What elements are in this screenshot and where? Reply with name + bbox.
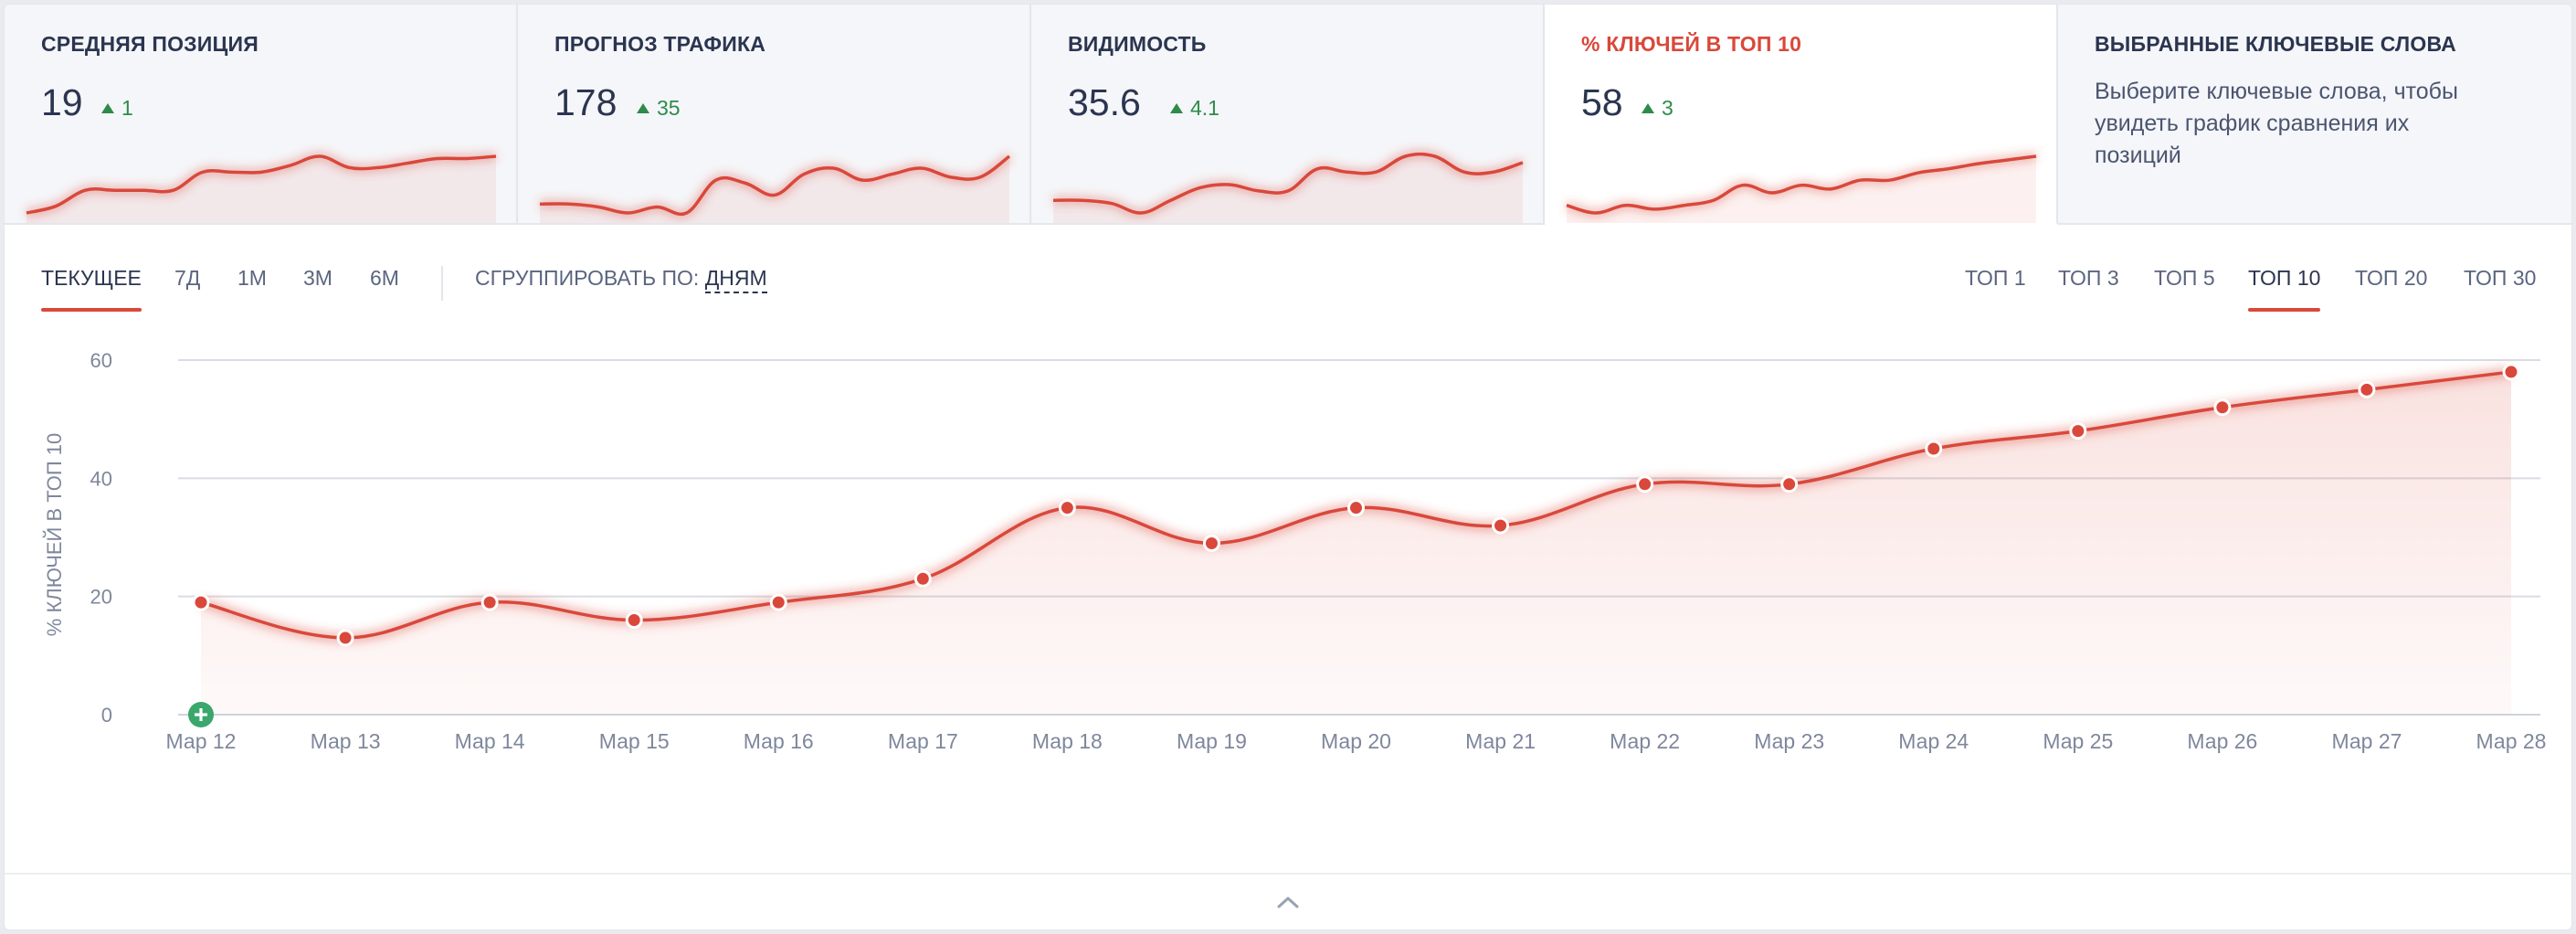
x-tick-label: Мар 21 [1465,729,1536,753]
top-1[interactable]: ТОП 1 [1965,266,2026,290]
period-7d[interactable]: 7Д [174,266,201,290]
card-traffic-forecast[interactable]: ПРОГНОЗ ТРАФИКА 178 35 [518,5,1031,225]
y-tick-label: 20 [90,586,112,609]
data-point[interactable] [1636,475,1654,494]
sparkline-area [540,156,1009,223]
toolbar-divider [441,266,443,301]
x-tick-label: Мар 16 [744,729,814,753]
sparkline-line [1052,152,1524,215]
panel-footer [5,873,2571,929]
data-point[interactable] [1347,499,1365,517]
y-tick-label: 40 [90,467,112,490]
card-title: СРЕДНЯЯ ПОЗИЦИЯ [41,32,259,56]
x-tick-label: Мар 12 [166,729,237,753]
group-by[interactable]: СГРУППИРОВАТЬ ПО: ДНЯМ [475,266,767,293]
x-tick-label: Мар 26 [2187,729,2257,753]
data-point[interactable] [913,569,932,588]
y-axis-label: % КЛЮЧЕЙ В ТОП 10 [43,433,66,636]
sparkline [1052,149,1525,223]
sparkline-line [26,154,497,215]
data-point[interactable] [2358,380,2376,398]
y-tick-label: 0 [101,704,112,727]
x-tick-label: Мар 24 [1898,729,1969,753]
data-point[interactable] [1925,440,1943,458]
data-point[interactable] [1492,516,1510,535]
data-point[interactable] [2069,422,2087,440]
card-title: ПРОГНОЗ ТРАФИКА [554,32,766,56]
data-point[interactable] [769,593,787,611]
data-point[interactable] [2502,363,2520,381]
data-point[interactable] [625,611,643,630]
card-delta: 1 [101,96,133,121]
period-3m[interactable]: 3М [303,266,333,290]
card-value: 19 [41,81,83,123]
rankings-dashboard: СРЕДНЯЯ ПОЗИЦИЯ 19 1 ПРОГНОЗ ТРАФИКА 178… [4,4,2572,930]
card-value: 58 [1581,81,1623,123]
data-point[interactable] [480,593,499,611]
x-tick-label: Мар 17 [888,729,958,753]
card-title: % КЛЮЧЕЙ В ТОП 10 [1581,32,1802,56]
x-tick-label: Мар 28 [2476,729,2547,753]
arrow-up-icon [1170,103,1183,113]
arrow-up-icon [637,103,649,113]
card-delta: 4.1 [1170,96,1219,121]
x-tick-label: Мар 27 [2331,729,2402,753]
top-5[interactable]: ТОП 5 [2154,266,2215,290]
x-tick-label: Мар 14 [455,729,525,753]
data-point[interactable] [336,629,354,647]
card-keys-in-top10[interactable]: % КЛЮЧЕЙ В ТОП 10 58 3 [1545,5,2058,225]
data-point[interactable] [2213,398,2232,417]
sparkline [539,152,1013,223]
sparkline-line [1566,154,2037,215]
data-point[interactable] [1058,499,1076,517]
period-6m[interactable]: 6М [370,266,399,290]
group-by-label: СГРУППИРОВАТЬ ПО: [475,266,700,290]
chevron-up-icon[interactable] [1274,889,1302,917]
card-title: ВИДИМОСТЬ [1068,32,1207,56]
x-tick-label: Мар 13 [311,729,381,753]
top-20[interactable]: ТОП 20 [2355,266,2428,290]
data-point[interactable] [192,593,210,611]
delta-value: 35 [657,96,681,120]
sparkline-area [1053,154,1523,223]
card-visibility[interactable]: ВИДИМОСТЬ 35.6 4.1 [1031,5,1545,225]
card-average-position[interactable]: СРЕДНЯЯ ПОЗИЦИЯ 19 1 [5,5,518,225]
sparkline [1565,152,2037,223]
card-delta: 3 [1642,96,1673,121]
period-1m[interactable]: 1М [238,266,267,290]
series-area [201,371,2511,715]
card-value: 35.6 [1068,81,1141,123]
group-by-value[interactable]: ДНЯМ [704,266,767,293]
sparkline-area [26,155,496,223]
x-tick-label: Мар 15 [599,729,670,753]
x-tick-label: Мар 23 [1754,729,1824,753]
card-delta: 35 [637,96,681,121]
arrow-up-icon [101,103,114,113]
card-selected-keywords[interactable]: ВЫБРАННЫЕ КЛЮЧЕВЫЕ СЛОВА Выберите ключев… [2058,5,2571,225]
top-10[interactable]: ТОП 10 [2248,266,2321,312]
main-chart: Мар 12 Мар 13 Мар 14 Мар 15 Мар 16 Мар 17 Мар … [43,349,2547,753]
sparkline-line [539,154,1011,216]
card-hint-text: Выберите ключевые слова, чтобы увидеть г… [2095,79,2458,168]
x-tick-label: Мар 22 [1610,729,1680,753]
x-tick-label: Мар 19 [1177,729,1247,753]
top-3[interactable]: ТОП 3 [2058,266,2119,290]
x-tick-label: Мар 20 [1321,729,1391,753]
data-point[interactable] [1202,534,1220,552]
period-current[interactable]: ТЕКУЩЕЕ [41,266,142,312]
y-tick-label: 60 [90,349,112,372]
plus-circle-icon[interactable] [188,702,214,727]
data-point[interactable] [1780,475,1799,494]
x-tick-label: Мар 18 [1032,729,1103,753]
card-title: ВЫБРАННЫЕ КЛЮЧЕВЫЕ СЛОВА [2095,32,2456,56]
x-tick-label: Мар 25 [2043,729,2113,753]
sparkline [25,152,497,223]
card-value: 178 [554,81,618,123]
top-30[interactable]: ТОП 30 [2464,266,2537,290]
arrow-up-icon [1642,103,1654,113]
delta-value: 4.1 [1190,96,1219,120]
delta-value: 1 [121,96,133,120]
delta-value: 3 [1662,96,1673,120]
metric-cards: СРЕДНЯЯ ПОЗИЦИЯ 19 1 ПРОГНОЗ ТРАФИКА 178… [5,5,2571,225]
